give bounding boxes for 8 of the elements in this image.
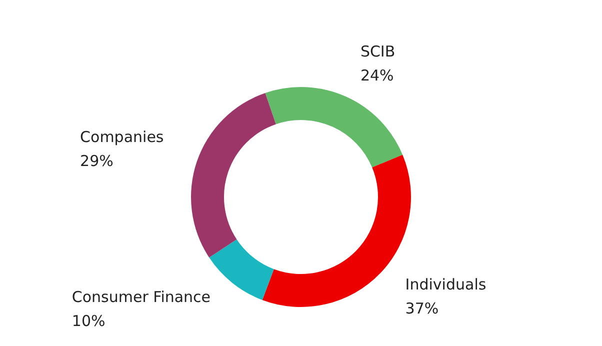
slice-label: Individuals: [405, 276, 486, 294]
slice-label: Consumer Finance: [72, 288, 211, 306]
data-label: 10%: [72, 312, 106, 330]
data-label: 29%: [80, 152, 114, 170]
slice-label: SCIB: [360, 42, 396, 61]
data-label: 37%: [405, 300, 439, 318]
slice-label: Companies: [80, 128, 164, 146]
data-label: 24%: [360, 66, 394, 85]
